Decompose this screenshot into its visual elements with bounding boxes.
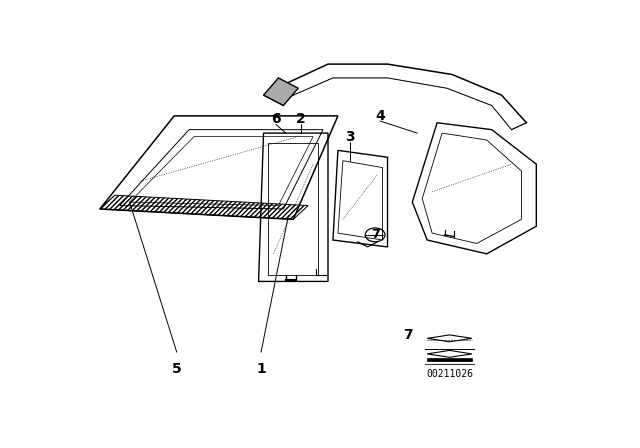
Text: 5: 5 — [172, 362, 182, 376]
Text: 6: 6 — [271, 112, 281, 126]
Text: 1: 1 — [256, 362, 266, 376]
Polygon shape — [264, 78, 298, 106]
Text: 4: 4 — [375, 109, 385, 123]
Text: 2: 2 — [296, 112, 305, 126]
Polygon shape — [428, 358, 472, 362]
Text: 7: 7 — [403, 328, 412, 342]
Text: 7: 7 — [371, 228, 380, 241]
Text: 3: 3 — [346, 129, 355, 143]
Text: 00211026: 00211026 — [426, 370, 473, 379]
